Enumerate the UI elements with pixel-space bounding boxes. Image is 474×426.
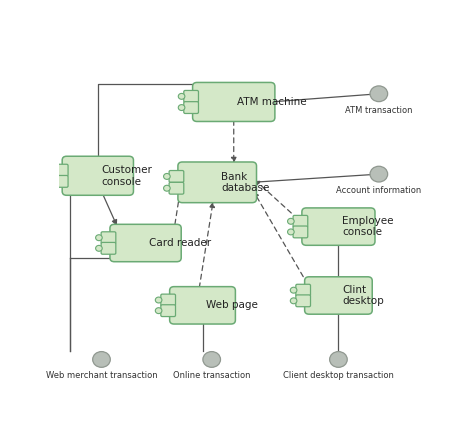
- FancyBboxPatch shape: [62, 156, 134, 195]
- FancyBboxPatch shape: [101, 242, 116, 254]
- FancyBboxPatch shape: [305, 277, 372, 314]
- Text: ATM transaction: ATM transaction: [345, 106, 412, 115]
- Circle shape: [288, 219, 294, 224]
- FancyBboxPatch shape: [192, 83, 275, 121]
- Circle shape: [155, 297, 162, 303]
- Text: Client desktop transaction: Client desktop transaction: [283, 371, 394, 380]
- Text: Account information: Account information: [336, 186, 421, 195]
- Text: Card reader: Card reader: [149, 238, 211, 248]
- FancyBboxPatch shape: [169, 170, 184, 182]
- Text: ATM machine: ATM machine: [237, 97, 307, 107]
- Circle shape: [329, 351, 347, 367]
- Circle shape: [288, 229, 294, 235]
- FancyBboxPatch shape: [178, 162, 256, 203]
- FancyBboxPatch shape: [54, 176, 68, 187]
- FancyBboxPatch shape: [184, 90, 199, 102]
- FancyBboxPatch shape: [161, 294, 175, 306]
- Text: Clint
desktop: Clint desktop: [342, 285, 384, 306]
- FancyBboxPatch shape: [293, 226, 308, 238]
- Circle shape: [93, 351, 110, 367]
- FancyBboxPatch shape: [184, 102, 199, 113]
- FancyBboxPatch shape: [302, 208, 375, 245]
- Text: Bank
database: Bank database: [221, 172, 269, 193]
- Text: Web page: Web page: [206, 300, 258, 310]
- Circle shape: [290, 298, 297, 304]
- FancyBboxPatch shape: [110, 225, 181, 262]
- FancyBboxPatch shape: [296, 295, 310, 307]
- Circle shape: [370, 86, 388, 102]
- FancyBboxPatch shape: [293, 216, 308, 227]
- Circle shape: [48, 178, 55, 184]
- Circle shape: [155, 308, 162, 314]
- FancyBboxPatch shape: [170, 287, 236, 324]
- Circle shape: [290, 287, 297, 293]
- Text: Web merchant transaction: Web merchant transaction: [46, 371, 157, 380]
- Circle shape: [96, 245, 102, 251]
- FancyBboxPatch shape: [54, 164, 68, 176]
- Circle shape: [203, 351, 220, 367]
- FancyBboxPatch shape: [161, 305, 175, 317]
- Circle shape: [370, 166, 388, 182]
- Circle shape: [48, 167, 55, 173]
- Text: Customer
console: Customer console: [101, 165, 152, 187]
- Circle shape: [164, 173, 170, 179]
- FancyBboxPatch shape: [169, 182, 184, 194]
- FancyBboxPatch shape: [296, 284, 310, 296]
- Text: Employee
console: Employee console: [342, 216, 393, 237]
- Text: Online transaction: Online transaction: [173, 371, 250, 380]
- Circle shape: [96, 235, 102, 241]
- FancyBboxPatch shape: [101, 232, 116, 244]
- Circle shape: [178, 105, 185, 110]
- Circle shape: [164, 185, 170, 191]
- Circle shape: [178, 93, 185, 99]
